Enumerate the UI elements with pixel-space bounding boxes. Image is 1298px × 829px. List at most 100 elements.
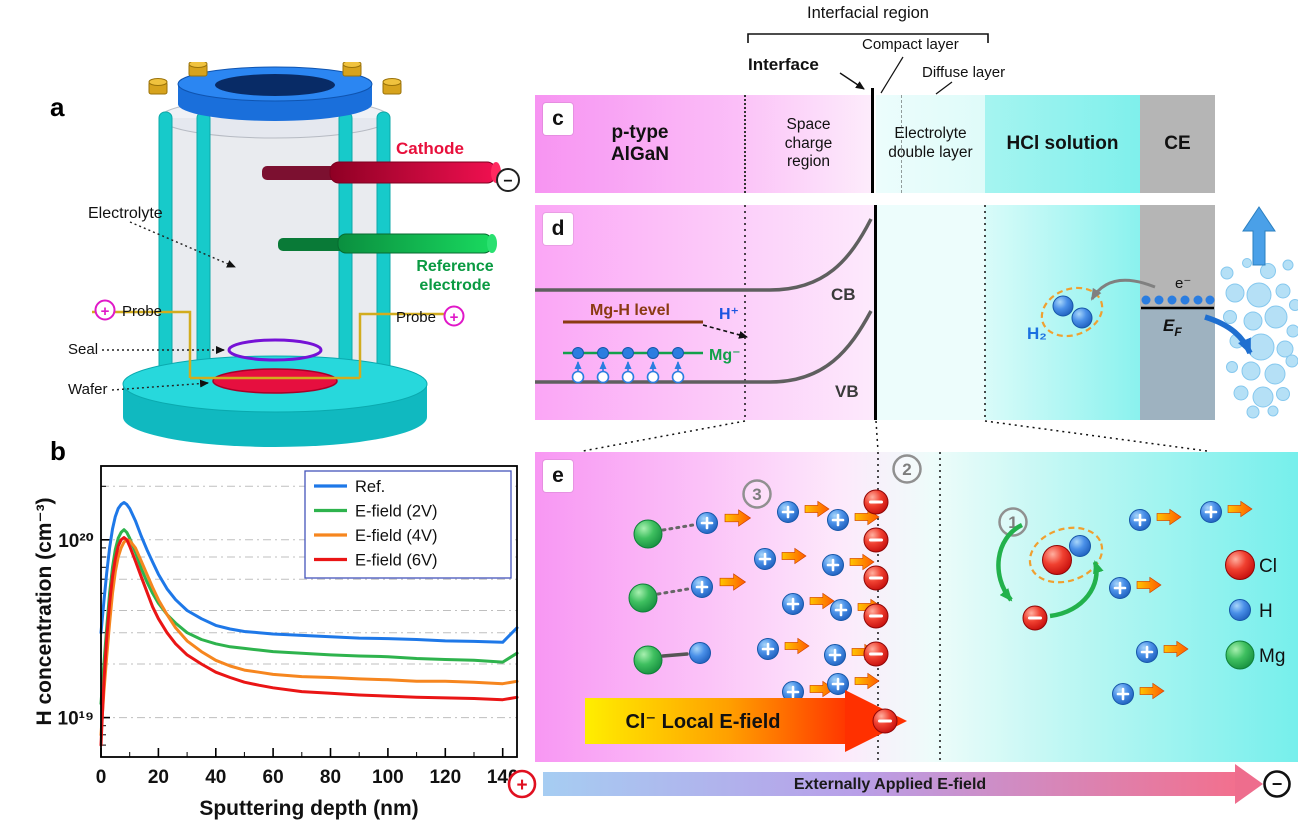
reference-label-line1: Reference (416, 258, 493, 275)
cl-ion (862, 564, 890, 592)
lid-knobs (148, 62, 402, 95)
mg-legend-swatch (1225, 640, 1255, 670)
cl-ion (862, 488, 890, 516)
panel-c-label: c (543, 103, 573, 135)
mg-atom (633, 519, 663, 549)
layer-space-charge: Space charge region (745, 95, 872, 193)
layer-double-layer-text: Electrolyte double layer (888, 125, 973, 161)
svg-text:10²⁰: 10²⁰ (58, 531, 94, 552)
recombination-arrow (996, 522, 1024, 602)
y-axis-label: H concentration (cm⁻³) (35, 497, 56, 725)
anode-terminal-icon: + (507, 769, 537, 799)
cathode-terminal-icon: − (496, 168, 520, 192)
interfacial-region-label: Interfacial region (807, 4, 929, 22)
interfacial-region-bracket (747, 33, 989, 43)
h-ion (1199, 500, 1223, 524)
fermi-level: EF (1141, 295, 1215, 339)
mg-acceptor-level: Mg⁻ (563, 347, 741, 364)
interface-label: Interface (748, 55, 819, 74)
svg-text:100: 100 (372, 767, 404, 788)
h-ion (1135, 640, 1159, 664)
cl-ion (1021, 604, 1049, 632)
x-axis-label: Sputtering depth (nm) (199, 797, 418, 820)
svg-text:+: + (450, 309, 459, 326)
h-legend-swatch (1229, 599, 1251, 621)
h-ion (823, 643, 847, 667)
ionization-arrows (571, 361, 685, 384)
cathode-label: Cathode (396, 139, 464, 158)
layer-ce-text: CE (1164, 133, 1191, 155)
seal-ring (227, 338, 323, 362)
diffuse-layer-label: Diffuse layer (922, 64, 1006, 81)
electron-transfer-arrow (1090, 278, 1156, 301)
h2-label: H₂ (1027, 324, 1047, 343)
vb-curve (535, 310, 873, 384)
svg-text:E-field (4V): E-field (4V) (355, 527, 438, 545)
mg-h-bond (661, 652, 689, 658)
wafer-label: Wafer (68, 381, 107, 398)
mg-atom (633, 645, 663, 675)
step-1-badge: 1 (998, 507, 1028, 537)
series-E-field (6V) (99, 536, 519, 747)
wafer-disk (212, 368, 338, 394)
compact-layer-label: Compact layer (862, 36, 959, 53)
chart-legend: Ref. E-field (2V) E-field (4V) E-field (6V) (304, 470, 512, 579)
h-ion (695, 511, 719, 535)
probe-right: + Probe (396, 305, 465, 327)
electron-flow-arrow (1204, 314, 1253, 355)
fermi-level-label: EF (1163, 316, 1182, 339)
external-e-field-arrow: Externally Applied E-field (543, 764, 1263, 804)
vb-label: VB (835, 382, 859, 401)
gas-evolution-arrow (1242, 206, 1276, 266)
external-field-bar: + Externally Applied E-field − (507, 764, 1291, 804)
h-ion (776, 500, 800, 524)
cell-lid (177, 66, 373, 121)
species-legend: Cl H Mg (1225, 550, 1285, 670)
cathode-terminal-bottom-icon: − (1263, 770, 1291, 798)
panel-d-label: d (543, 213, 573, 245)
mechanism-schematic: 3 2 1 Cl (535, 452, 1298, 762)
svg-text:E-field (2V): E-field (2V) (355, 503, 438, 521)
h-atom (689, 642, 711, 664)
svg-text:10¹⁹: 10¹⁹ (58, 709, 94, 730)
h-ion (1111, 682, 1135, 706)
cl-atom (1042, 545, 1072, 575)
cl-ion (871, 707, 899, 735)
broken-mg-h-bond (656, 587, 690, 596)
space-charge-boundary-line (744, 95, 746, 193)
zoom-connector-lines (582, 420, 1208, 452)
svg-text:120: 120 (429, 767, 461, 788)
svg-text:1: 1 (1008, 513, 1017, 532)
svg-text:+: + (101, 303, 110, 320)
h-ion (756, 637, 780, 661)
svg-text:40: 40 (205, 767, 226, 788)
svg-text:60: 60 (263, 767, 284, 788)
mgh-level-label: Mg-H level (590, 302, 670, 319)
probe-wires (92, 310, 458, 380)
probe-left: + Probe (94, 299, 162, 321)
cl-legend-swatch (1225, 550, 1255, 580)
svg-text:2: 2 (902, 460, 911, 479)
svg-text:E-field (6V): E-field (6V) (355, 552, 438, 570)
h-ion (1128, 508, 1152, 532)
cl-ion (862, 640, 890, 668)
reference-label-line2: electrode (419, 277, 490, 294)
cb-curve (535, 218, 873, 292)
layer-space-charge-text: Space charge region (784, 116, 833, 171)
layer-counter-electrode: CE (1140, 95, 1215, 193)
h-ion (753, 547, 777, 571)
svg-text:−: − (503, 173, 512, 190)
step-3-badge: 3 (742, 479, 772, 509)
layer-ptype-algan-text: p-type AlGaN (610, 122, 670, 165)
h-atom (1069, 535, 1091, 557)
local-e-field-arrow: Cl⁻ Local E-field (585, 690, 907, 752)
local-e-field-label: Cl⁻ Local E-field (625, 711, 780, 733)
step-2-badge: 2 (892, 454, 922, 484)
gas-bubbles (1220, 258, 1298, 419)
h-ion (826, 508, 850, 532)
h-plus-label: H⁺ (719, 306, 739, 323)
broken-mg-h-bond (661, 523, 695, 532)
svg-text:20: 20 (148, 767, 169, 788)
interface-line (871, 88, 874, 193)
